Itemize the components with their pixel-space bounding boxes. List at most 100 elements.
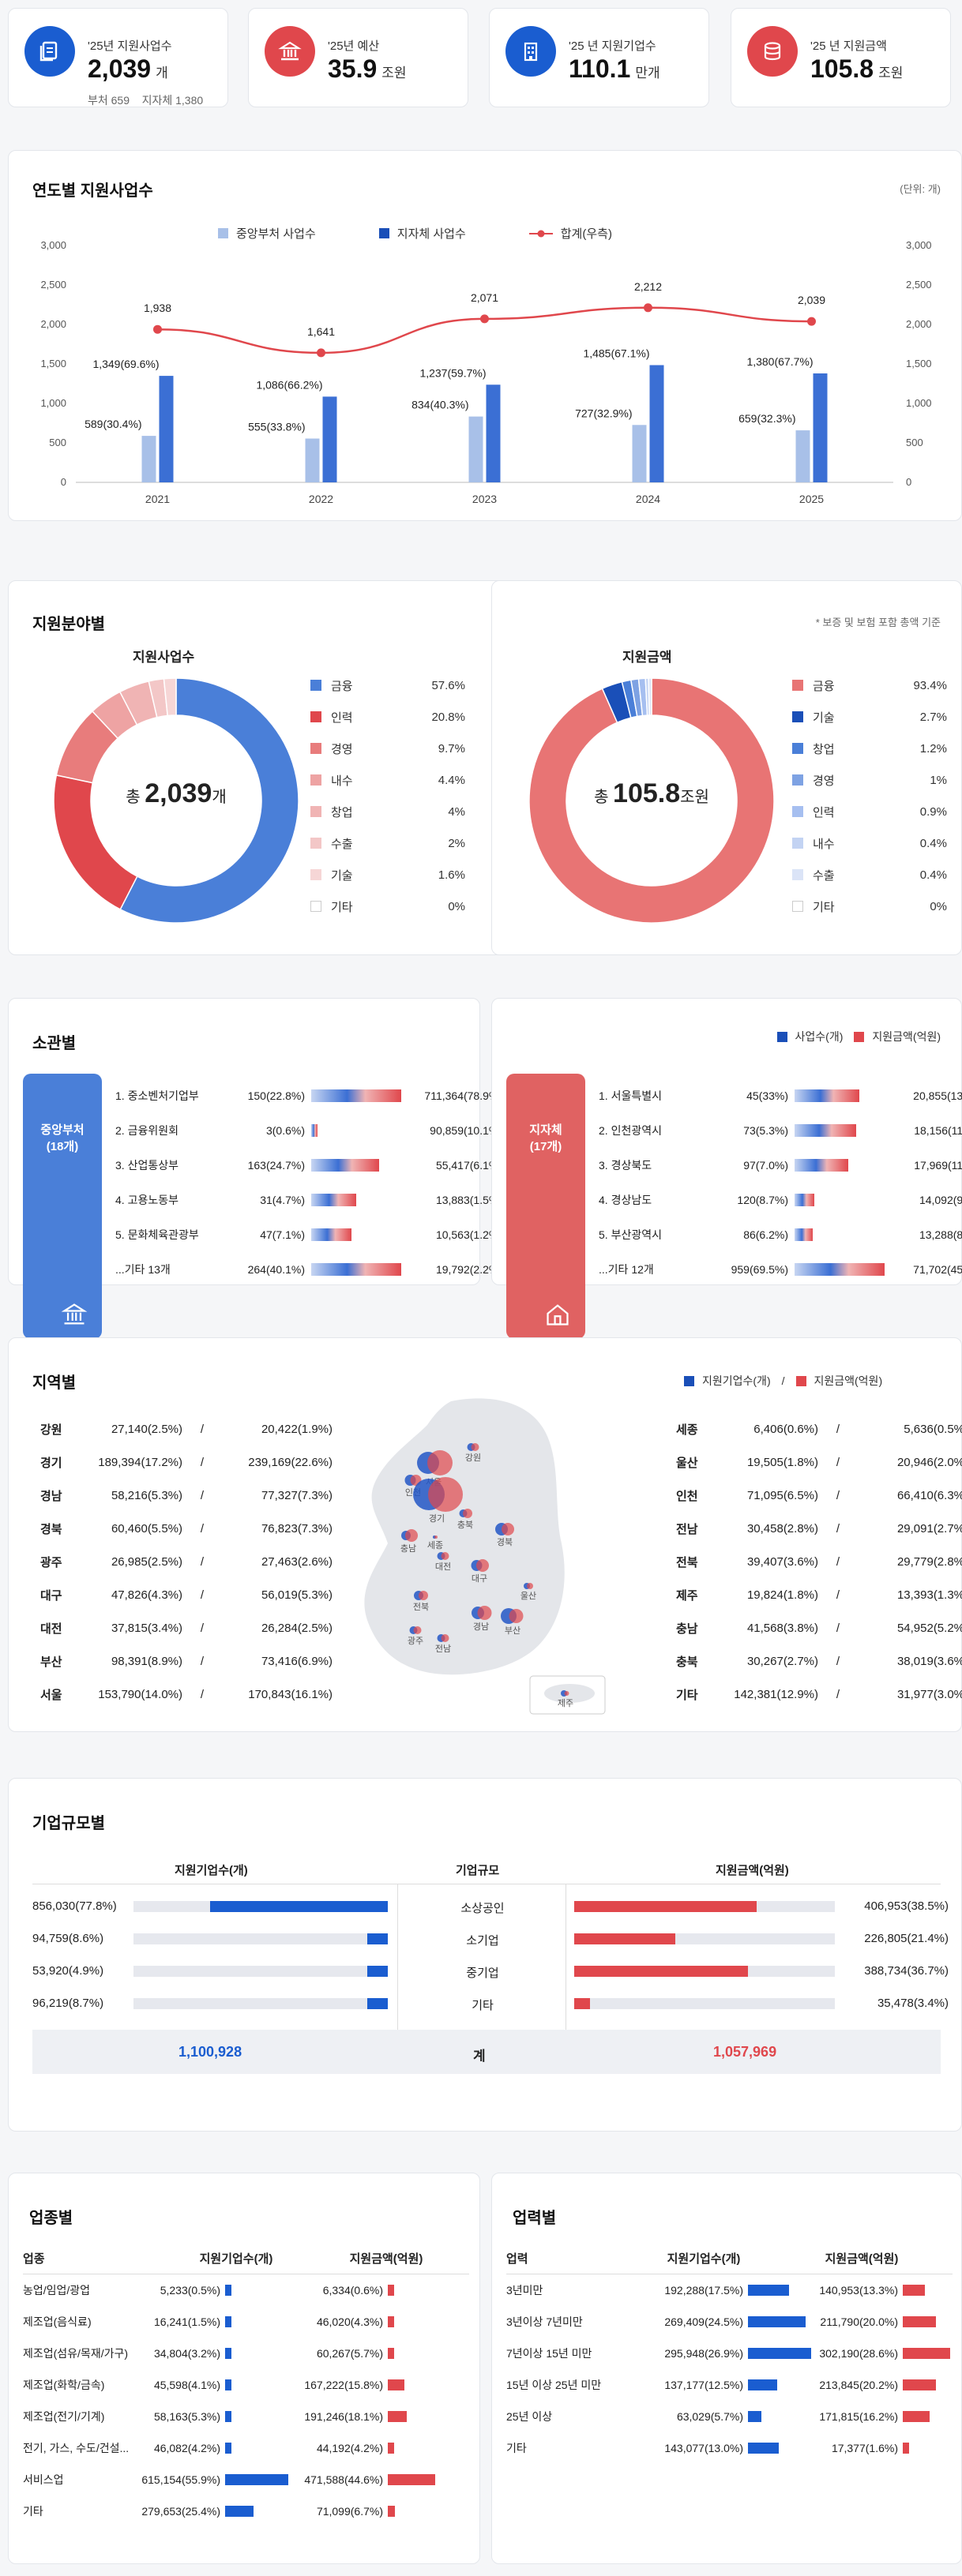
map-label: 강원: [465, 1453, 481, 1463]
total-point: [807, 317, 816, 326]
legend-name: 경영: [813, 774, 835, 788]
ministry-count: 45(33%): [746, 1089, 788, 1102]
region-name: 인천: [676, 1489, 698, 1503]
row-bar-count: [225, 2316, 231, 2327]
row-bar-count-wrap: [225, 2379, 288, 2390]
field-amount-card: * 보증 및 보험 포함 총액 기준 지원금액 총 105.8조원 금융 93.4…: [491, 580, 962, 955]
row-count: 295,948(26.9%): [664, 2347, 743, 2360]
legend-name: 금융: [331, 679, 353, 693]
legend-row-item: 내수 0.4%: [792, 827, 947, 859]
bar-local: [813, 373, 828, 482]
table-header: 업종 지원기업수(개) 지원금액(억원): [23, 2243, 469, 2274]
table-row: 7년이상 15년 미만 295,948(26.9%) 302,190(28.6%): [506, 2338, 953, 2369]
bar-fill: [795, 1263, 885, 1276]
row-bar-count-wrap: [225, 2316, 288, 2327]
size-bar-bg: [574, 1998, 835, 2009]
y-tick-left: 1,000: [40, 397, 66, 409]
table-row: 기타 279,653(25.4%) 71,099(6.7%): [23, 2495, 469, 2527]
size-bar-bg: [574, 1933, 835, 1944]
ministry-legend: 사업수(개) 지원금액(억원): [776, 1029, 941, 1044]
bar-label: 1,380(67.7%): [746, 355, 813, 368]
total-label: 2,071: [471, 291, 498, 304]
row-bar-count-wrap: [225, 2285, 288, 2296]
legend-pct: 57.6%: [431, 678, 465, 692]
row-count: 45,598(4.1%): [153, 2379, 220, 2391]
row-amount: 191,246(18.1%): [304, 2410, 383, 2423]
row-bar-amount-wrap: [388, 2443, 435, 2454]
section-title: 업종별: [29, 2210, 73, 2227]
table-row: 3년이상 7년미만 269,409(24.5%) 211,790(20.0%): [506, 2306, 953, 2338]
row-bar-amount-wrap: [388, 2411, 435, 2422]
ministry-bar: [795, 1159, 885, 1172]
region-row: 광주 26,985(2.5%) / 27,463(2.6%): [40, 1550, 333, 1573]
map-bubble-amount: [502, 1523, 514, 1535]
size-bar-bg: [133, 1966, 388, 1977]
y-tick-left: 500: [49, 437, 66, 448]
kpi-label: '25 년 지원기업수: [569, 39, 656, 53]
row-name: 기타: [23, 2505, 43, 2518]
region-name: 충북: [676, 1655, 698, 1669]
legend-pct: 4%: [448, 804, 465, 819]
x-tick: 2025: [799, 493, 824, 505]
y-tick-right: 0: [906, 476, 911, 488]
row-bar-amount-wrap: [903, 2379, 950, 2390]
row-count: 137,177(12.5%): [664, 2379, 743, 2391]
map-label: 대전: [435, 1562, 451, 1572]
row-amount: 44,192(4.2%): [316, 2442, 383, 2454]
government-icon: [61, 1303, 88, 1325]
ministry-row: ...기타 13개 264(40.1%) 19,792(2.2%): [115, 1258, 502, 1281]
bar-fill: [311, 1124, 318, 1137]
total-label: 1,938: [144, 302, 171, 314]
table-row: 서비스업 615,154(55.9%) 471,588(44.6%): [23, 2464, 469, 2495]
korea-map: 서울인천경기강원충북충남세종대전경북대구전북울산광주경남부산전남제주: [364, 1398, 606, 1715]
row-bar-amount-wrap: [388, 2316, 435, 2327]
ministry-bar: [311, 1089, 401, 1102]
y-tick-left: 1,500: [40, 358, 66, 369]
header-cell: 지원금액(억원): [825, 2252, 899, 2266]
ministry-bar: [795, 1228, 885, 1241]
map-bubble-amount: [476, 1559, 489, 1572]
ministry-count: 97(7.0%): [743, 1159, 788, 1172]
map-bubble-amount: [413, 1626, 422, 1634]
size-bar-count: [367, 1966, 388, 1977]
house-icon: [547, 1304, 569, 1325]
section-title: 지원분야별: [32, 616, 105, 633]
ministry-bar: [311, 1194, 401, 1206]
row-bar-amount: [388, 2506, 395, 2517]
row-bar-amount: [903, 2285, 925, 2296]
legend-swatch: [310, 680, 321, 691]
legend-pct: 0.4%: [919, 868, 947, 882]
unit-note: (단위: 개): [900, 183, 941, 195]
row-count: 63,029(5.7%): [676, 2410, 743, 2423]
kpi-value: 35.9 조원: [328, 54, 407, 83]
region-slash: /: [200, 1521, 205, 1535]
ministry-amount: 711,364(78.9%): [424, 1089, 502, 1102]
ministry-name: 2. 인천광역시: [599, 1124, 662, 1137]
legend-pct: 1.6%: [438, 868, 465, 882]
region-row: 부산 98,391(8.9%) / 73,416(6.9%): [40, 1649, 333, 1673]
y-tick-left: 0: [61, 476, 66, 488]
legend-name: 수출: [331, 837, 353, 851]
bar-label: 555(33.8%): [248, 421, 305, 433]
legend-pct: 0.9%: [919, 804, 947, 819]
ministry-row: 3. 경상북도 97(7.0%) 17,969(11.5%): [599, 1153, 962, 1177]
map-label: 울산: [520, 1591, 536, 1601]
field-count-card: 지원분야별 지원사업수 총 2,039개 금융 57.6% 인력 20.8% 경영 9.7…: [8, 580, 515, 955]
count-donut: [53, 677, 299, 924]
row-count: 34,804(3.2%): [153, 2347, 220, 2360]
bank-icon: [265, 26, 315, 77]
row-bar-amount-wrap: [388, 2474, 435, 2485]
region-count: 98,391(8.9%): [111, 1654, 182, 1668]
ministry-amount: 71,702(45.9%): [913, 1263, 962, 1276]
size-bar-bg: [133, 1901, 388, 1912]
bar-local: [322, 396, 337, 482]
chart-title: 지원금액: [622, 650, 672, 665]
legend-swatch: [792, 743, 803, 754]
bar-central: [141, 436, 156, 482]
size-count: 94,759(8.6%): [32, 1932, 104, 1945]
bar-local: [486, 384, 501, 482]
size-count: 96,219(8.7%): [32, 1997, 104, 2010]
region-slash: /: [200, 1654, 205, 1668]
size-total-k: 계: [473, 2049, 486, 2064]
table-row: 제조업(섬유/목재/가구) 34,804(3.2%) 60,267(5.7%): [23, 2338, 469, 2369]
